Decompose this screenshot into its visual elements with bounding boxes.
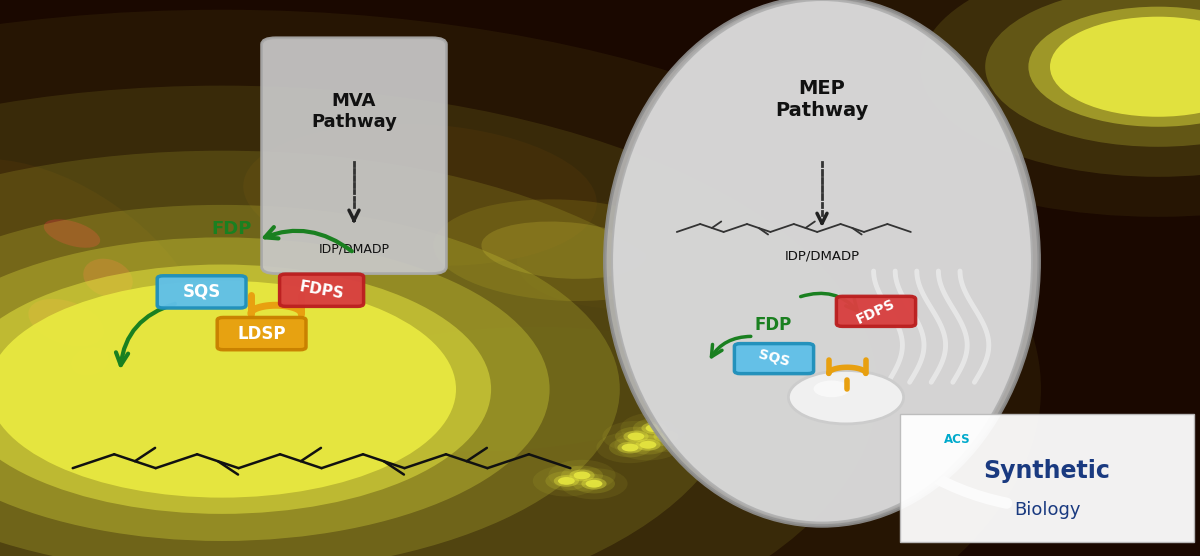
FancyBboxPatch shape bbox=[157, 276, 246, 308]
Ellipse shape bbox=[244, 123, 596, 266]
Circle shape bbox=[632, 421, 700, 452]
Ellipse shape bbox=[29, 299, 103, 346]
Text: SQS: SQS bbox=[182, 283, 221, 301]
Circle shape bbox=[1028, 7, 1200, 127]
Circle shape bbox=[616, 427, 658, 446]
Ellipse shape bbox=[481, 221, 647, 279]
Circle shape bbox=[624, 431, 649, 443]
Circle shape bbox=[634, 418, 674, 438]
FancyBboxPatch shape bbox=[836, 296, 916, 326]
Circle shape bbox=[533, 465, 600, 497]
Circle shape bbox=[574, 471, 590, 479]
Text: FDP: FDP bbox=[211, 220, 252, 238]
Circle shape bbox=[646, 427, 688, 446]
Text: FDPS: FDPS bbox=[298, 279, 346, 301]
Ellipse shape bbox=[605, 0, 1039, 526]
Circle shape bbox=[658, 433, 674, 440]
Circle shape bbox=[574, 474, 616, 494]
Circle shape bbox=[602, 421, 670, 452]
Text: Synthetic: Synthetic bbox=[984, 459, 1110, 483]
Ellipse shape bbox=[896, 322, 928, 345]
Circle shape bbox=[0, 237, 550, 541]
Circle shape bbox=[558, 477, 575, 485]
Circle shape bbox=[640, 441, 656, 449]
FancyBboxPatch shape bbox=[734, 344, 814, 374]
Circle shape bbox=[0, 205, 619, 556]
Text: MEP
Pathway: MEP Pathway bbox=[775, 79, 869, 120]
Text: IDP/DMADP: IDP/DMADP bbox=[785, 250, 859, 262]
FancyBboxPatch shape bbox=[217, 317, 306, 350]
Circle shape bbox=[596, 432, 664, 463]
Circle shape bbox=[628, 435, 670, 455]
Circle shape bbox=[0, 281, 456, 498]
Text: FDP: FDP bbox=[754, 316, 792, 334]
FancyBboxPatch shape bbox=[900, 414, 1194, 542]
Text: Biology: Biology bbox=[1014, 501, 1080, 519]
Text: SQS: SQS bbox=[757, 348, 791, 370]
Circle shape bbox=[0, 151, 737, 556]
Circle shape bbox=[0, 265, 491, 514]
Ellipse shape bbox=[433, 200, 695, 301]
Circle shape bbox=[560, 468, 628, 499]
Circle shape bbox=[654, 431, 679, 443]
Circle shape bbox=[1050, 17, 1200, 117]
Circle shape bbox=[586, 480, 602, 488]
Circle shape bbox=[610, 438, 650, 457]
Ellipse shape bbox=[83, 259, 133, 297]
Ellipse shape bbox=[947, 353, 973, 370]
Circle shape bbox=[0, 9, 1042, 556]
Circle shape bbox=[985, 0, 1200, 147]
Ellipse shape bbox=[72, 348, 108, 375]
Circle shape bbox=[614, 429, 682, 460]
Circle shape bbox=[548, 460, 616, 491]
FancyBboxPatch shape bbox=[262, 38, 446, 274]
FancyBboxPatch shape bbox=[280, 274, 364, 306]
Text: MVA
Pathway: MVA Pathway bbox=[311, 92, 397, 131]
Circle shape bbox=[628, 433, 644, 440]
Ellipse shape bbox=[296, 326, 712, 452]
FancyArrowPatch shape bbox=[916, 466, 1007, 503]
Circle shape bbox=[0, 86, 877, 556]
Ellipse shape bbox=[517, 191, 803, 310]
Ellipse shape bbox=[612, 0, 1032, 523]
Circle shape bbox=[570, 469, 595, 481]
Text: LDSP: LDSP bbox=[238, 325, 286, 342]
Text: IDP/DMADP: IDP/DMADP bbox=[318, 242, 390, 256]
Circle shape bbox=[545, 471, 588, 491]
Circle shape bbox=[618, 441, 643, 454]
Text: ACS: ACS bbox=[943, 433, 970, 445]
Circle shape bbox=[920, 0, 1200, 177]
Circle shape bbox=[646, 424, 662, 432]
Circle shape bbox=[622, 444, 638, 451]
Ellipse shape bbox=[0, 159, 205, 397]
Circle shape bbox=[620, 413, 688, 444]
Circle shape bbox=[636, 439, 661, 450]
Circle shape bbox=[814, 380, 850, 397]
Ellipse shape bbox=[44, 219, 100, 248]
Text: FDPS: FDPS bbox=[854, 296, 898, 326]
Circle shape bbox=[562, 466, 604, 485]
Circle shape bbox=[581, 478, 607, 490]
Circle shape bbox=[641, 423, 667, 434]
Circle shape bbox=[834, 0, 1200, 217]
Circle shape bbox=[788, 370, 904, 424]
Circle shape bbox=[553, 475, 580, 487]
